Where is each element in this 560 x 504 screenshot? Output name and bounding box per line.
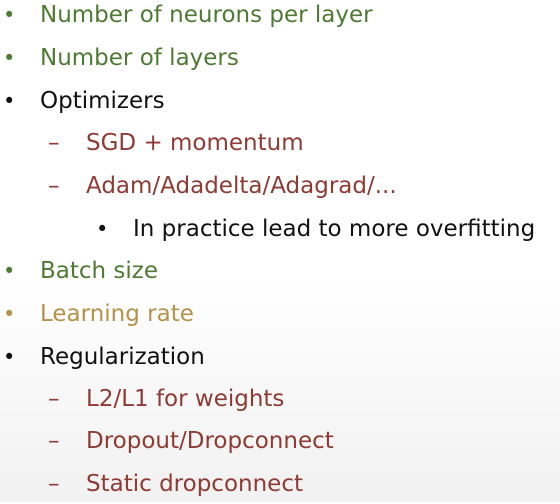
list-item-text: Optimizers (40, 88, 165, 114)
list-item-text: L2/L1 for weights (86, 386, 285, 412)
list-item-text: Dropout/Dropconnect (86, 428, 334, 454)
dash-marker: – (48, 386, 60, 412)
list-item-text: Number of layers (40, 45, 239, 71)
bullet-marker: • (96, 217, 109, 241)
bullet-marker: • (3, 3, 16, 27)
list-item-text: Batch size (40, 258, 159, 284)
bullet-marker: • (3, 89, 16, 113)
list-item-text: In practice lead to more overfitting (133, 216, 536, 242)
list-item-text: Static dropconnect (86, 471, 303, 497)
list-item-text: Adam/Adadelta/Adagrad/... (86, 173, 397, 199)
dash-marker: – (48, 173, 60, 199)
dash-marker: – (48, 130, 60, 156)
bullet-marker: • (3, 46, 16, 70)
list-item-text: Number of neurons per layer (40, 2, 373, 28)
dash-marker: – (48, 428, 60, 454)
bullet-marker: • (3, 345, 16, 369)
list-item-text: Regularization (40, 344, 205, 370)
list-item-text: Learning rate (40, 301, 194, 327)
bullet-marker: • (3, 259, 16, 283)
bullet-marker: • (3, 302, 16, 326)
dash-marker: – (48, 471, 60, 497)
list-item-text: SGD + momentum (86, 130, 304, 156)
